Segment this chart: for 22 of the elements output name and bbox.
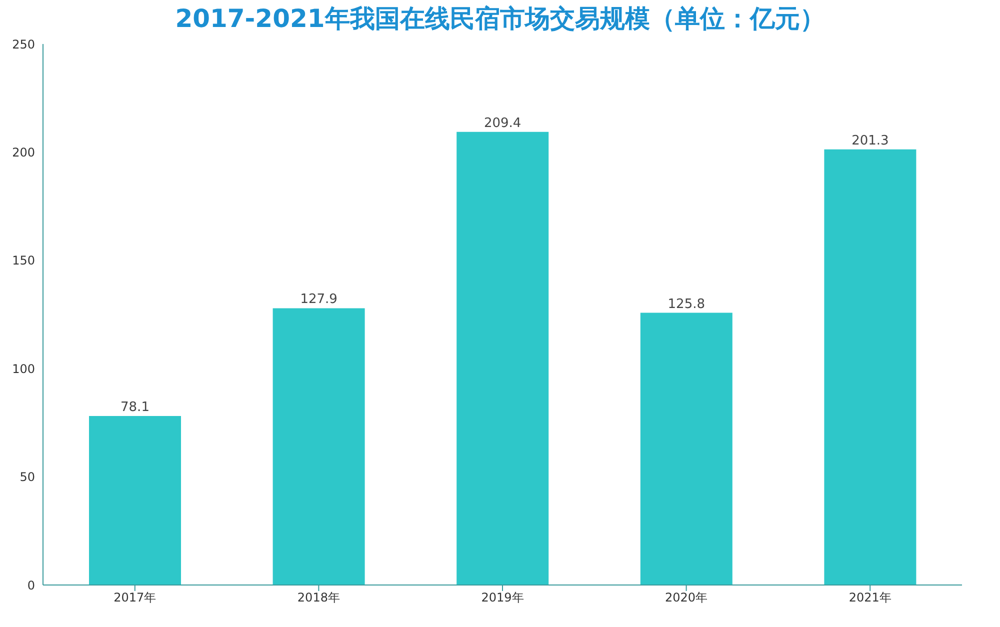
- bar: [640, 312, 732, 585]
- bar: [89, 416, 181, 585]
- y-tick-label: 150: [12, 254, 35, 268]
- y-tick-label: 200: [12, 145, 35, 160]
- x-tick-label: 2017年: [114, 590, 156, 605]
- y-tick-label: 50: [20, 470, 35, 484]
- bar: [824, 149, 916, 585]
- y-tick-label: 0: [27, 578, 35, 592]
- x-tick-label: 2021年: [848, 590, 892, 605]
- y-tick-label: 100: [12, 362, 35, 376]
- data-label: 127.9: [300, 292, 338, 308]
- data-label: 125.8: [668, 296, 706, 312]
- data-label: 78.1: [120, 400, 150, 415]
- bar: [272, 308, 365, 585]
- x-tick-label: 2019年: [481, 590, 524, 605]
- bar: [456, 132, 549, 585]
- data-label: 201.3: [852, 133, 889, 148]
- x-tick-label: 2018年: [297, 590, 340, 605]
- x-tick-label: 2020年: [665, 590, 708, 605]
- y-tick-label: 250: [12, 37, 35, 52]
- data-label: 209.4: [484, 116, 522, 131]
- chart-title: 2017-2021年我国在线民宿市场交易规模（单位：亿元）: [174, 3, 826, 35]
